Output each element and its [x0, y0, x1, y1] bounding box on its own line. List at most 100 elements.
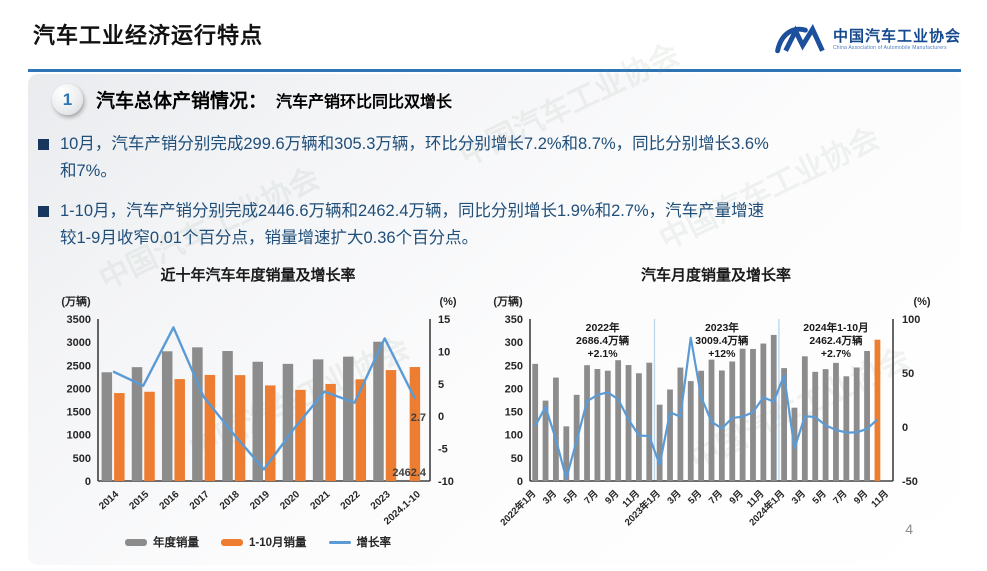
- svg-text:2020: 2020: [278, 489, 302, 512]
- svg-text:3月: 3月: [790, 488, 808, 506]
- content-panel: 中国汽车工业协会 中国汽车工业协会 中国汽车工业协会 中国汽车工业协会 中国汽车…: [28, 38, 961, 565]
- svg-text:250: 250: [505, 360, 523, 372]
- svg-text:+2.1%: +2.1%: [588, 348, 619, 360]
- svg-text:10: 10: [438, 346, 450, 358]
- svg-text:(万辆): (万辆): [61, 294, 91, 308]
- svg-text:1500: 1500: [67, 407, 91, 419]
- svg-text:5月: 5月: [686, 488, 704, 506]
- monthly-sales-chart: 汽车月度销量及增长率 (万辆) (%) 0 50 100 150 200 250 300 350 -…: [480, 264, 952, 540]
- svg-text:-50: -50: [902, 476, 918, 488]
- svg-text:7月: 7月: [582, 488, 600, 506]
- svg-text:3月: 3月: [665, 488, 683, 506]
- svg-text:3009.4万辆: 3009.4万辆: [695, 334, 749, 347]
- legend-item: 年度销量: [124, 534, 199, 550]
- svg-text:2016: 2016: [158, 489, 182, 512]
- svg-text:2014: 2014: [97, 489, 121, 512]
- slide-header: 汽车工业经济运行特点 中国汽车工业协会 China Association of…: [33, 18, 961, 56]
- logo-text-block: 中国汽车工业协会 China Association of Automobile…: [832, 27, 961, 52]
- legend-item: 增长率: [328, 534, 392, 550]
- svg-text:2000: 2000: [67, 383, 91, 395]
- bullet-text: 10月，汽车产销分别完成299.6万辆和305.3万辆，环比分别增长7.2%和8…: [60, 135, 769, 180]
- svg-text:5月: 5月: [811, 488, 829, 506]
- svg-text:100: 100: [902, 314, 920, 326]
- svg-text:500: 500: [73, 453, 91, 465]
- legend-label: 1-10月销量: [248, 537, 307, 549]
- svg-text:3500: 3500: [67, 314, 91, 326]
- section-number: 1: [62, 89, 73, 109]
- svg-text:-10: -10: [438, 476, 454, 488]
- caam-logo: 中国汽车工业协会 China Association of Automobile…: [774, 24, 961, 56]
- bullet-text: 1-10月，汽车产销分别完成2446.6万辆和2462.4万辆，同比分别增长1.…: [60, 202, 765, 247]
- svg-text:7月: 7月: [831, 488, 849, 506]
- bullet-square-icon: [38, 206, 49, 217]
- svg-text:5: 5: [438, 379, 444, 391]
- svg-text:(%): (%): [439, 296, 456, 308]
- legend-label: 增长率: [356, 537, 392, 549]
- svg-text:2024年1-10月: 2024年1-10月: [803, 321, 868, 334]
- svg-text:2500: 2500: [67, 360, 91, 372]
- monthly-chart-title: 汽车月度销量及增长率: [640, 267, 791, 284]
- svg-text:2021: 2021: [308, 489, 332, 512]
- section-heading: 1 汽车总体产销情况： 汽车产销环比同比双增长: [52, 84, 452, 115]
- svg-text:1000: 1000: [67, 430, 91, 442]
- svg-text:0: 0: [902, 422, 908, 434]
- page-title: 汽车工业经济运行特点: [33, 23, 264, 48]
- svg-text:2.7: 2.7: [411, 412, 426, 424]
- legend-item: 1-10月销量: [220, 534, 307, 550]
- svg-text:3000: 3000: [67, 337, 91, 349]
- annual-chart-legend: 年度销量 1-10月销量 增长率: [38, 534, 478, 550]
- svg-text:(万辆): (万辆): [493, 294, 523, 308]
- annual-chart-plot: (万辆) (%) 0 500 1000 1500 2000 2500 3000 3500 -10 -5…: [61, 294, 457, 527]
- svg-text:2023: 2023: [369, 489, 393, 512]
- logo-subtext: China Association of Automobile Manufact…: [832, 45, 947, 51]
- bullet-item: 1-10月，汽车产销分别完成2446.6万辆和2462.4万辆，同比分别增长1.…: [38, 198, 935, 251]
- svg-text:0: 0: [438, 411, 444, 423]
- section-subtitle: 汽车产销环比同比双增长: [276, 93, 453, 111]
- svg-text:2023年: 2023年: [705, 321, 739, 334]
- svg-text:11月: 11月: [869, 488, 891, 510]
- charts-row: 近十年汽车年度销量及增长率 (万辆) (%) 0 500 1000 1500 2000 250…: [28, 264, 961, 564]
- svg-text:9月: 9月: [728, 488, 746, 506]
- svg-text:(%): (%): [913, 296, 930, 308]
- svg-text:+2.7%: +2.7%: [821, 348, 852, 360]
- svg-text:0: 0: [85, 476, 91, 488]
- legend-bar-swatch: [124, 538, 147, 546]
- svg-text:3月: 3月: [541, 488, 559, 506]
- section-title: 汽车总体产销情况：: [96, 91, 268, 112]
- logo-name: 中国汽车工业协会: [832, 27, 961, 45]
- svg-text:2018: 2018: [218, 489, 242, 512]
- svg-text:100: 100: [505, 430, 523, 442]
- annual-chart-title: 近十年汽车年度销量及增长率: [160, 267, 356, 284]
- svg-text:2022: 2022: [339, 489, 363, 512]
- svg-text:2022年1月: 2022年1月: [498, 488, 539, 529]
- svg-text:2019: 2019: [248, 489, 272, 512]
- svg-text:2017: 2017: [188, 489, 212, 512]
- svg-text:2015: 2015: [127, 489, 151, 512]
- svg-text:300: 300: [505, 337, 523, 349]
- svg-text:200: 200: [505, 383, 523, 395]
- svg-text:2462.4万辆: 2462.4万辆: [809, 334, 863, 347]
- svg-text:2462.4: 2462.4: [392, 467, 427, 479]
- legend-label: 年度销量: [152, 537, 199, 549]
- svg-text:7月: 7月: [707, 488, 725, 506]
- bullet-square-icon: [38, 139, 49, 150]
- page-number: 4: [905, 521, 913, 537]
- title-underline: [28, 69, 961, 72]
- svg-text:50: 50: [902, 368, 914, 380]
- svg-text:350: 350: [505, 314, 523, 326]
- svg-text:150: 150: [505, 407, 523, 419]
- svg-text:2022年: 2022年: [586, 321, 620, 334]
- svg-text:9月: 9月: [603, 488, 621, 506]
- svg-text:0: 0: [517, 476, 523, 488]
- svg-text:+12%: +12%: [708, 348, 736, 360]
- section-number-badge: 1: [52, 84, 83, 115]
- svg-text:50: 50: [511, 453, 523, 465]
- svg-text:-5: -5: [438, 444, 448, 456]
- annual-sales-chart: 近十年汽车年度销量及增长率 (万辆) (%) 0 500 1000 1500 2000 250…: [38, 264, 478, 550]
- legend-bar-swatch: [220, 538, 243, 546]
- bullet-item: 10月，汽车产销分别完成299.6万辆和305.3万辆，环比分别增长7.2%和8…: [38, 131, 935, 184]
- svg-text:9月: 9月: [852, 488, 870, 506]
- svg-text:5月: 5月: [562, 488, 580, 506]
- svg-text:15: 15: [438, 314, 450, 326]
